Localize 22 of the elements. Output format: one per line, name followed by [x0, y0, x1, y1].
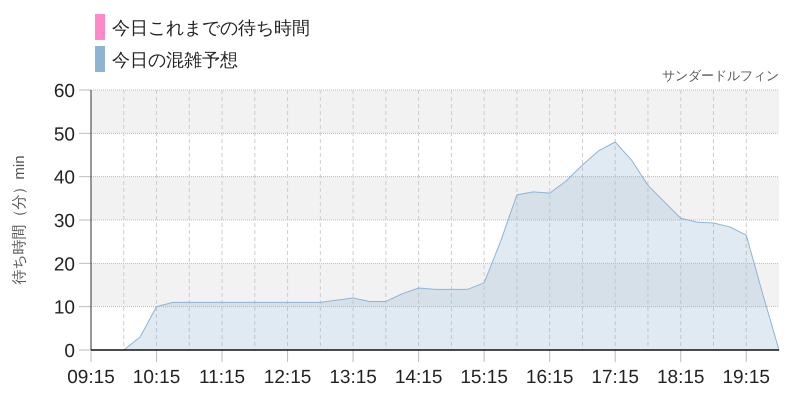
legend-label: 今日の混雑予想	[112, 50, 238, 70]
x-tick-label: 15:15	[460, 367, 508, 388]
x-tick-label: 13:15	[329, 367, 377, 388]
y-tick-label: 50	[54, 124, 75, 146]
x-tick-label: 10:15	[132, 367, 180, 388]
x-tick-label: 12:15	[264, 367, 312, 388]
x-tick-label: 18:15	[656, 367, 704, 388]
y-tick-label: 10	[54, 298, 75, 319]
y-tick-label: 20	[54, 254, 75, 276]
y-axis-title: 待ち時間（分）min	[11, 155, 28, 285]
legend-label: 今日これまでの待ち時間	[112, 18, 310, 38]
x-tick-label: 19:15	[722, 367, 770, 388]
y-tick-label: 30	[54, 211, 75, 232]
y-tick-label: 40	[54, 168, 75, 189]
x-tick-label: 14:15	[394, 367, 442, 388]
x-tick-label: 11:15	[198, 367, 246, 388]
x-tick-label: 16:15	[526, 367, 574, 388]
y-tick-label: 0	[64, 341, 75, 362]
x-tick-label: 17:15	[591, 367, 639, 388]
x-tick-label: 09:15	[67, 367, 115, 388]
chart-subtitle: サンダードルフィン	[662, 68, 779, 83]
y-tick-label: 60	[54, 81, 75, 102]
